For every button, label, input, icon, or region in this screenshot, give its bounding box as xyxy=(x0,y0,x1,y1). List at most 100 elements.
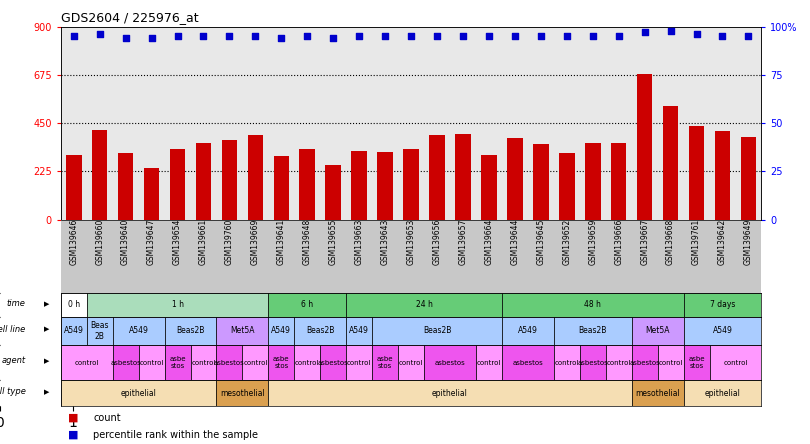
Text: control: control xyxy=(607,360,631,366)
Point xyxy=(664,27,677,34)
Text: Beas
2B: Beas 2B xyxy=(91,321,109,341)
Bar xyxy=(611,143,626,220)
Bar xyxy=(87,293,268,317)
Bar xyxy=(300,149,315,220)
Bar xyxy=(87,317,113,345)
Point xyxy=(535,33,548,40)
Bar xyxy=(476,345,502,380)
Text: asbe
stos: asbe stos xyxy=(169,356,185,369)
Text: control: control xyxy=(347,360,371,366)
Bar xyxy=(346,293,502,317)
Text: ▶: ▶ xyxy=(44,389,49,395)
Bar xyxy=(61,380,216,406)
Text: Beas2B: Beas2B xyxy=(423,326,451,336)
Text: ▶: ▶ xyxy=(44,301,49,307)
Text: A549: A549 xyxy=(713,326,732,336)
Text: asbe
stos: asbe stos xyxy=(688,356,705,369)
Bar xyxy=(632,317,684,345)
Text: count: count xyxy=(93,412,121,423)
Point xyxy=(145,35,158,42)
Point xyxy=(301,33,313,40)
Bar xyxy=(61,317,87,345)
Text: epithelial: epithelial xyxy=(121,389,156,398)
Bar xyxy=(190,345,216,380)
Text: mesothelial: mesothelial xyxy=(635,389,680,398)
Bar xyxy=(61,345,113,380)
Point xyxy=(352,33,365,40)
Text: Met5A: Met5A xyxy=(646,326,670,336)
Bar xyxy=(710,345,761,380)
Text: asbestos: asbestos xyxy=(110,360,141,366)
Bar xyxy=(632,345,658,380)
Bar xyxy=(398,345,424,380)
Bar xyxy=(684,317,761,345)
Point xyxy=(431,33,444,40)
Bar xyxy=(637,74,652,220)
Text: 7 days: 7 days xyxy=(710,301,735,309)
Text: asbestos: asbestos xyxy=(435,360,466,366)
Bar xyxy=(632,380,684,406)
Bar xyxy=(658,345,684,380)
Text: 6 h: 6 h xyxy=(301,301,313,309)
Text: control: control xyxy=(139,360,164,366)
Text: asbestos: asbestos xyxy=(578,360,608,366)
Text: asbestos: asbestos xyxy=(318,360,348,366)
Text: cell line: cell line xyxy=(0,325,25,334)
Bar xyxy=(294,345,320,380)
Bar xyxy=(684,380,761,406)
Text: ■: ■ xyxy=(68,429,78,440)
Bar xyxy=(164,317,216,345)
Text: Met5A: Met5A xyxy=(230,326,254,336)
Bar xyxy=(164,345,190,380)
Bar xyxy=(424,345,476,380)
Bar xyxy=(216,380,268,406)
Bar xyxy=(372,345,398,380)
Bar xyxy=(294,317,346,345)
Text: control: control xyxy=(75,360,99,366)
Bar xyxy=(326,165,341,220)
Text: Beas2B: Beas2B xyxy=(306,326,335,336)
Point xyxy=(638,29,651,36)
Text: control: control xyxy=(191,360,215,366)
Text: asbestos: asbestos xyxy=(513,360,544,366)
Bar xyxy=(533,143,548,220)
Bar xyxy=(372,317,502,345)
Bar xyxy=(346,317,372,345)
Bar xyxy=(663,106,678,220)
Point xyxy=(404,33,418,40)
Bar xyxy=(274,156,289,220)
Text: GDS2604 / 225976_at: GDS2604 / 225976_at xyxy=(61,12,198,24)
Bar xyxy=(139,345,164,380)
Point xyxy=(249,33,262,40)
Point xyxy=(223,33,236,40)
Bar xyxy=(714,131,731,220)
Point xyxy=(586,33,599,40)
Bar xyxy=(216,345,242,380)
Bar xyxy=(585,143,600,220)
Point xyxy=(171,33,184,40)
Bar xyxy=(502,317,554,345)
Text: epithelial: epithelial xyxy=(432,389,468,398)
Bar xyxy=(507,138,522,220)
Bar xyxy=(61,293,87,317)
Point xyxy=(612,33,625,40)
Bar xyxy=(403,149,419,220)
Bar xyxy=(688,127,705,220)
Bar xyxy=(580,345,606,380)
Bar xyxy=(113,317,164,345)
Text: 1 h: 1 h xyxy=(172,301,184,309)
Point xyxy=(457,33,470,40)
Bar xyxy=(222,140,237,220)
Bar xyxy=(268,293,346,317)
Bar xyxy=(502,293,684,317)
Text: Beas2B: Beas2B xyxy=(177,326,205,336)
Bar xyxy=(377,152,393,220)
Bar xyxy=(268,317,294,345)
Text: agent: agent xyxy=(2,357,25,365)
Bar xyxy=(455,134,471,220)
Text: percentile rank within the sample: percentile rank within the sample xyxy=(93,429,258,440)
Text: ▶: ▶ xyxy=(44,326,49,333)
Text: control: control xyxy=(555,360,579,366)
Bar xyxy=(113,345,139,380)
Point xyxy=(275,35,288,42)
